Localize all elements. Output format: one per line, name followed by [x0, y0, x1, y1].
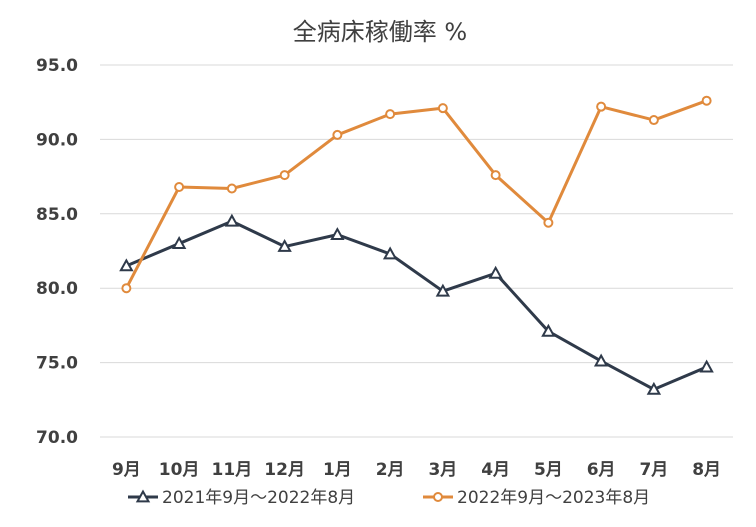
x-tick-label: 6月 [587, 460, 616, 480]
data-point [385, 109, 396, 120]
x-tick-label: 8月 [692, 460, 721, 480]
data-point [648, 115, 659, 126]
data-point [437, 103, 448, 114]
x-tick-label: 12月 [264, 460, 305, 480]
legend-item-2: 2022年9月～2023年8月 [423, 488, 650, 508]
y-tick-label: 85.0 [36, 205, 78, 225]
y-tick-label: 90.0 [36, 130, 78, 150]
x-tick-label: 1月 [323, 460, 352, 480]
data-point [435, 283, 451, 297]
data-point [121, 283, 132, 294]
data-point [174, 182, 185, 193]
x-tick-label: 7月 [639, 460, 668, 480]
y-axis-tick-labels: 70.0 75.0 80.0 85.0 90.0 95.0 [36, 56, 78, 448]
series-line [125, 99, 708, 289]
data-point [541, 323, 556, 337]
x-tick-label: 11月 [212, 460, 253, 480]
data-point [171, 236, 187, 249]
data-point [279, 170, 290, 181]
data-point [488, 265, 503, 279]
x-tick-label: 3月 [428, 460, 457, 480]
legend-label: 2021年9月～2022年8月 [162, 488, 355, 508]
data-point [224, 213, 240, 227]
data-point [593, 353, 609, 367]
x-tick-label: 9月 [112, 460, 141, 480]
data-point [226, 183, 237, 194]
data-point [490, 170, 501, 181]
x-tick-label: 2月 [376, 460, 405, 480]
legend: 2021年9月～2022年8月 2022年9月～2023年8月 [128, 488, 650, 508]
y-tick-label: 80.0 [36, 279, 78, 299]
legend-item-1: 2021年9月～2022年8月 [128, 488, 355, 508]
series-group [119, 95, 714, 395]
y-tick-label: 70.0 [36, 428, 78, 448]
series-2 [121, 95, 712, 294]
data-point [119, 258, 134, 272]
y-tick-label: 95.0 [36, 56, 78, 76]
legend-marker [433, 492, 443, 502]
x-tick-label: 4月 [481, 460, 510, 480]
data-point [382, 246, 398, 260]
data-point [646, 381, 662, 395]
gridlines [100, 64, 733, 438]
x-axis-tick-labels: 9月 10月 11月 12月 1月 2月 3月 4月 5月 6月 7月 8月 [112, 460, 721, 480]
x-tick-label: 5月 [534, 460, 563, 480]
data-point [277, 238, 292, 252]
series-1 [119, 213, 714, 395]
legend-label: 2022年9月～2023年8月 [457, 488, 650, 508]
data-point [330, 227, 345, 241]
chart-title: 全病床稼働率 % [293, 18, 467, 46]
data-point [596, 101, 607, 112]
legend-marker [135, 489, 151, 503]
data-point [543, 217, 554, 228]
data-point [332, 129, 343, 140]
data-point [699, 359, 714, 373]
series-line [125, 219, 708, 391]
x-tick-label: 10月 [159, 460, 200, 480]
y-tick-label: 75.0 [36, 354, 78, 374]
data-point [701, 95, 712, 106]
